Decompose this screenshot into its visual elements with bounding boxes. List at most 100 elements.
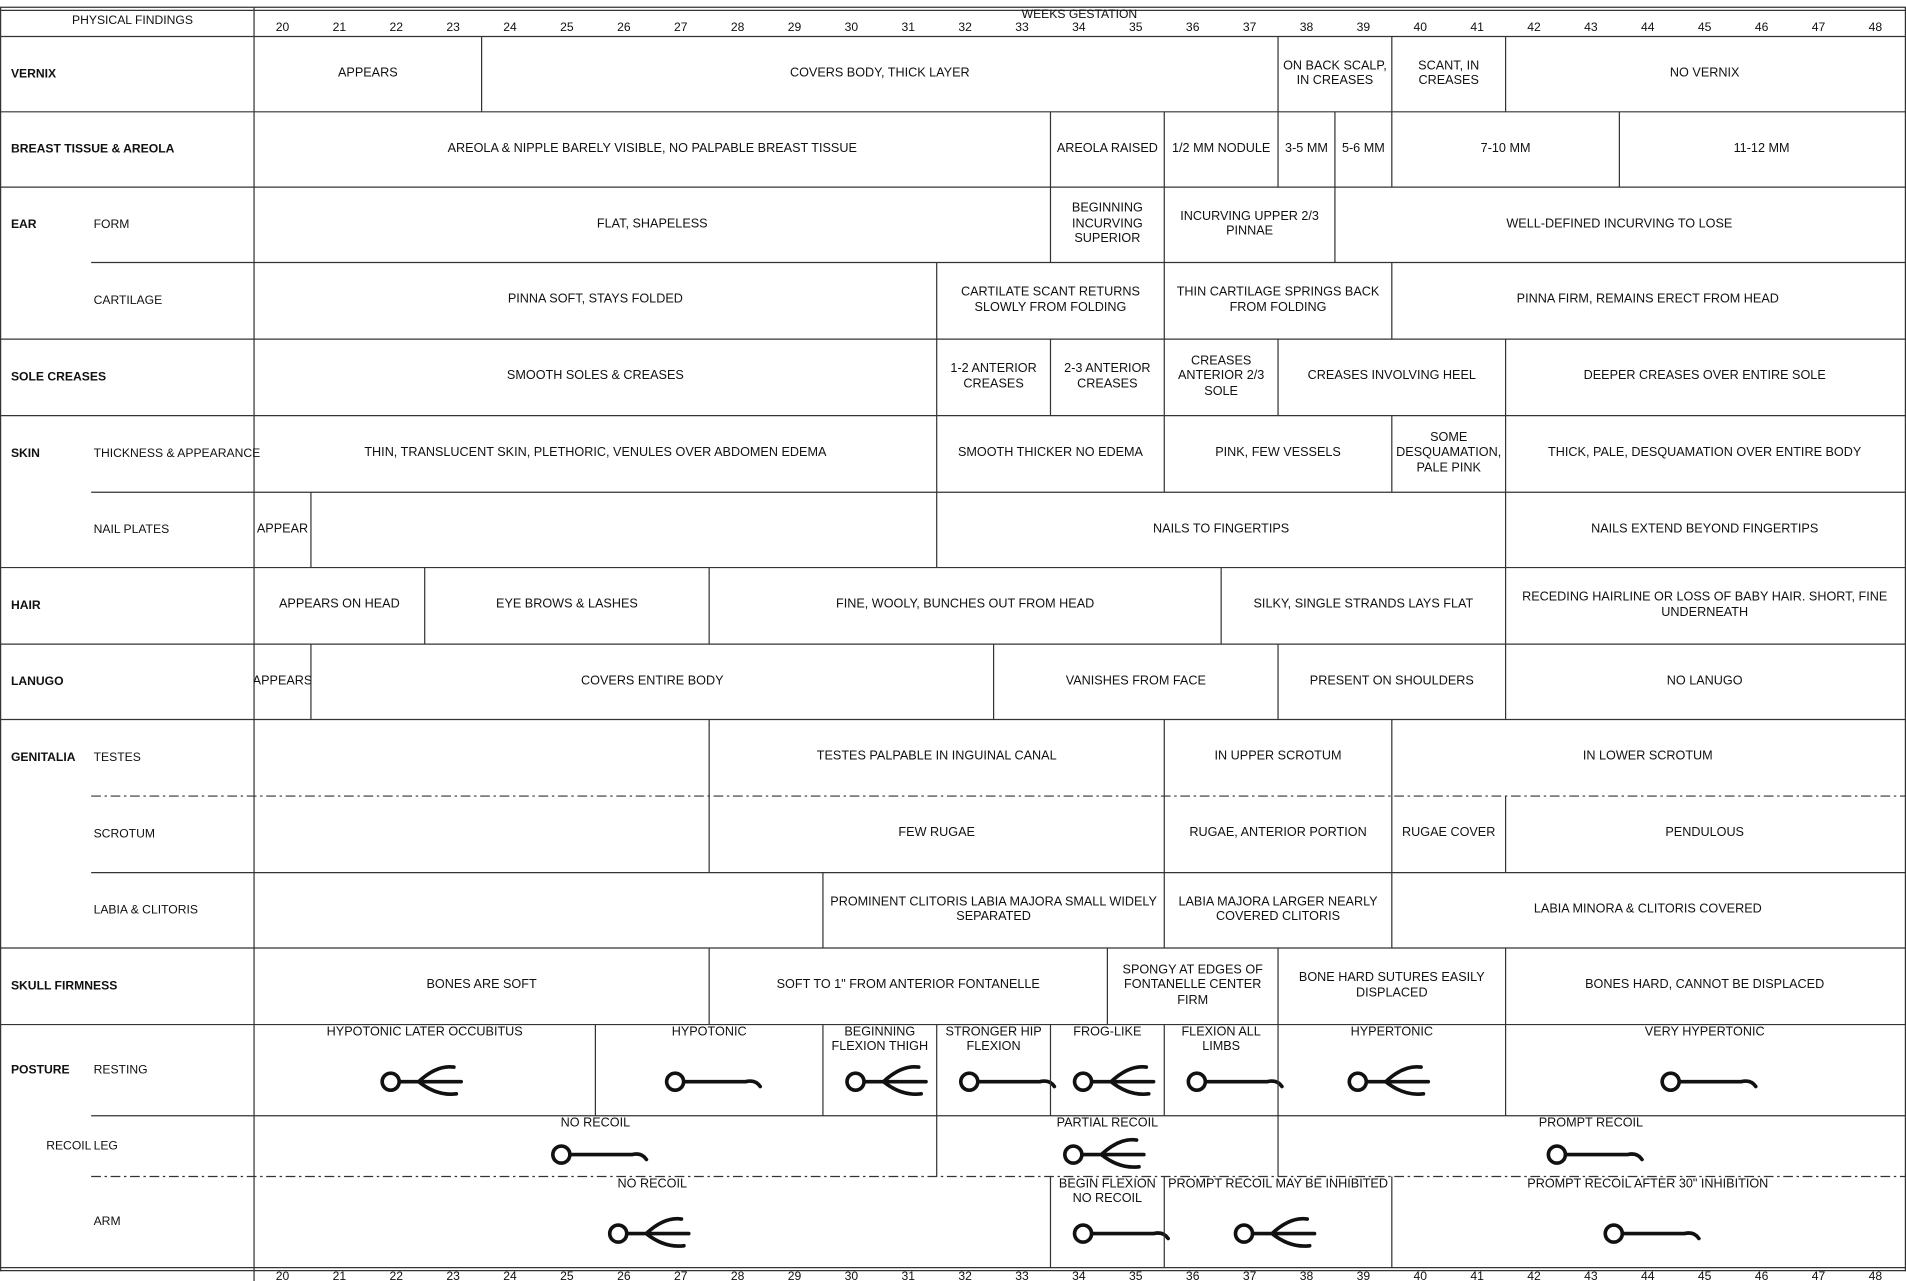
row-label: TESTES	[94, 750, 141, 764]
cell-box: PENDULOUS	[1665, 827, 1744, 840]
week-number: 33	[1015, 20, 1029, 34]
week-number: 31	[902, 1269, 916, 1281]
posture-figure	[664, 1071, 763, 1093]
cell-text: BEGINNING FLEXION THIGH	[831, 1025, 929, 1055]
group-label: EAR	[11, 217, 37, 231]
cell-text: DEEPER CREASES OVER ENTIRE SOLE	[1583, 369, 1826, 384]
week-number: 34	[1072, 20, 1086, 34]
cell-text: PROMPT RECOIL MAY BE INHIBITED	[1168, 1177, 1388, 1192]
cell-text: PROMINENT CLITORIS LABIA MAJORA SMALL WI…	[830, 895, 1157, 924]
cell-box: SMOOTH SOLES & CREASES	[507, 370, 684, 383]
week-number: 20	[276, 20, 290, 34]
cell-box: SILKY, SINGLE STRANDS LAYS FLAT	[1254, 598, 1474, 611]
cell-box: NAILS EXTEND BEYOND FINGERTIPS	[1591, 522, 1819, 536]
cell-box: RECEDING HAIRLINE OR LOSS OF BABY HAIR. …	[1522, 590, 1888, 620]
cell-text: SPONGY AT EDGES OF FONTANELLE CENTER FIR…	[1122, 963, 1263, 1008]
week-number: 27	[674, 1269, 688, 1281]
cell-box: 11-12 MM	[1733, 141, 1790, 156]
cell-box: PROMINENT CLITORIS LABIA MAJORA SMALL WI…	[830, 895, 1157, 924]
figure-body	[863, 1064, 928, 1096]
posture-figure	[551, 1144, 649, 1165]
cell-box: SCANT, IN CREASES	[1418, 58, 1480, 88]
cell-box: VANISHES FROM FACE	[1066, 674, 1206, 687]
cell-text: NAILS EXTEND BEYOND FINGERTIPS	[1591, 522, 1819, 536]
cell-text: 11-12 MM	[1733, 141, 1790, 156]
figure-body	[1564, 1152, 1644, 1162]
cell-box: CREASES INVOLVING HEEL	[1307, 369, 1476, 384]
posture-figure	[1603, 1223, 1701, 1244]
cell-box: 1-2 ANTERIOR CREASES	[950, 362, 1037, 391]
cell-text: THIN, TRANSLUCENT SKIN, PLETHORIC, VENUL…	[364, 446, 827, 460]
cell-box: DEEPER CREASES OVER ENTIRE SOLE	[1583, 369, 1826, 384]
figure-body	[1678, 1079, 1758, 1089]
cell-text: VERY HYPERTONIC	[1644, 1025, 1765, 1040]
week-number: 39	[1357, 1269, 1371, 1281]
week-number: 24	[503, 1269, 517, 1281]
cell-box: SMOOTH THICKER NO EDEMA	[957, 446, 1143, 460]
week-number: 38	[1300, 20, 1314, 34]
cell-text: CREASES ANTERIOR 2/3 SOLE	[1177, 354, 1265, 399]
cell-text: COVERS ENTIRE BODY	[581, 674, 724, 688]
cell-box: NO RECOIL	[560, 1116, 631, 1131]
cell-box: APPEARS	[337, 66, 398, 80]
cell-box: PROMPT RECOIL AFTER 30" INHIBITION	[1527, 1178, 1768, 1191]
posture-figure	[1546, 1144, 1644, 1165]
cell-text: THIN CARTILAGE SPRINGS BACK FROM FOLDING	[1176, 285, 1380, 315]
cell-box: PROMPT RECOIL	[1538, 1116, 1644, 1131]
cell-box: EYE BROWS & LASHES	[496, 598, 638, 611]
figure-body	[569, 1152, 649, 1162]
week-number: 41	[1470, 20, 1484, 34]
figure-body	[1204, 1079, 1284, 1089]
cell-box: CREASES ANTERIOR 2/3 SOLE	[1177, 354, 1265, 399]
cell-box: WELL-DEFINED INCURVING TO LOSE	[1506, 217, 1732, 230]
cell-text: CREASES INVOLVING HEEL	[1307, 369, 1476, 384]
cell-text: APPEAR	[256, 522, 309, 536]
cell-text: SCANT, IN CREASES	[1418, 58, 1480, 88]
cell-box: FEW RUGAE	[898, 826, 975, 841]
posture-figure	[1660, 1071, 1758, 1093]
cell-box: THIN, TRANSLUCENT SKIN, PLETHORIC, VENUL…	[364, 446, 827, 460]
week-number: 44	[1641, 20, 1655, 34]
cell-text: FLEXION ALL LIMBS	[1181, 1025, 1261, 1055]
cell-box: PARTIAL RECOIL	[1057, 1117, 1159, 1130]
figure-body	[1081, 1137, 1146, 1169]
week-number: 38	[1300, 1269, 1314, 1281]
cell-box: HYPERTONIC	[1351, 1026, 1433, 1039]
cell-box: BEGINNING INCURVING SUPERIOR	[1072, 202, 1143, 246]
cell-text: THICK, PALE, DESQUAMATION OVER ENTIRE BO…	[1548, 446, 1862, 460]
cell-text: NAILS TO FINGERTIPS	[1153, 522, 1290, 536]
group-label: HAIR	[11, 598, 41, 612]
week-number: 27	[674, 20, 688, 34]
header-title: PHYSICAL FINDINGS	[72, 13, 193, 27]
figure-body	[1090, 1231, 1170, 1241]
cell-text: PINNA FIRM, REMAINS ERECT FROM HEAD	[1516, 293, 1779, 307]
cell-text: BONES HARD, CANNOT BE DISPLACED	[1585, 978, 1825, 993]
week-number: 33	[1015, 1269, 1029, 1281]
cell-text: NO RECOIL	[560, 1116, 631, 1131]
week-number: 47	[1812, 20, 1826, 34]
cell-text: 1-2 ANTERIOR CREASES	[950, 362, 1037, 391]
cell-text: 2-3 ANTERIOR CREASES	[1064, 362, 1151, 391]
cell-text: PROMPT RECOIL	[1538, 1116, 1644, 1131]
cell-text: COVERS BODY, THICK LAYER	[789, 66, 970, 80]
header-axis: WEEKS GESTATION	[1022, 7, 1138, 21]
cell-box: BEGIN FLEXION NO RECOIL	[1058, 1177, 1156, 1207]
week-number: 36	[1186, 20, 1200, 34]
cell-box: INCURVING UPPER 2/3 PINNAE	[1180, 210, 1319, 239]
group-label: GENITALIA	[11, 750, 76, 764]
posture-figure	[958, 1071, 1057, 1093]
cell-text: RECEDING HAIRLINE OR LOSS OF BABY HAIR. …	[1522, 590, 1888, 620]
posture-figure	[1347, 1064, 1431, 1096]
cell-text: APPEARS	[337, 66, 398, 80]
week-number: 30	[845, 20, 859, 34]
week-number: 40	[1414, 1269, 1428, 1281]
cell-text: BEGIN FLEXION NO RECOIL	[1058, 1177, 1156, 1207]
cell-text: 7-10 MM	[1480, 141, 1531, 156]
week-number: 35	[1129, 20, 1143, 34]
cell-text: SMOOTH THICKER NO EDEMA	[957, 446, 1143, 460]
cell-text: FEW RUGAE	[898, 826, 975, 841]
figure-body	[1365, 1064, 1431, 1096]
cell-box: PINNA SOFT, STAYS FOLDED	[508, 293, 683, 306]
cell-box: THICK, PALE, DESQUAMATION OVER ENTIRE BO…	[1548, 446, 1862, 460]
